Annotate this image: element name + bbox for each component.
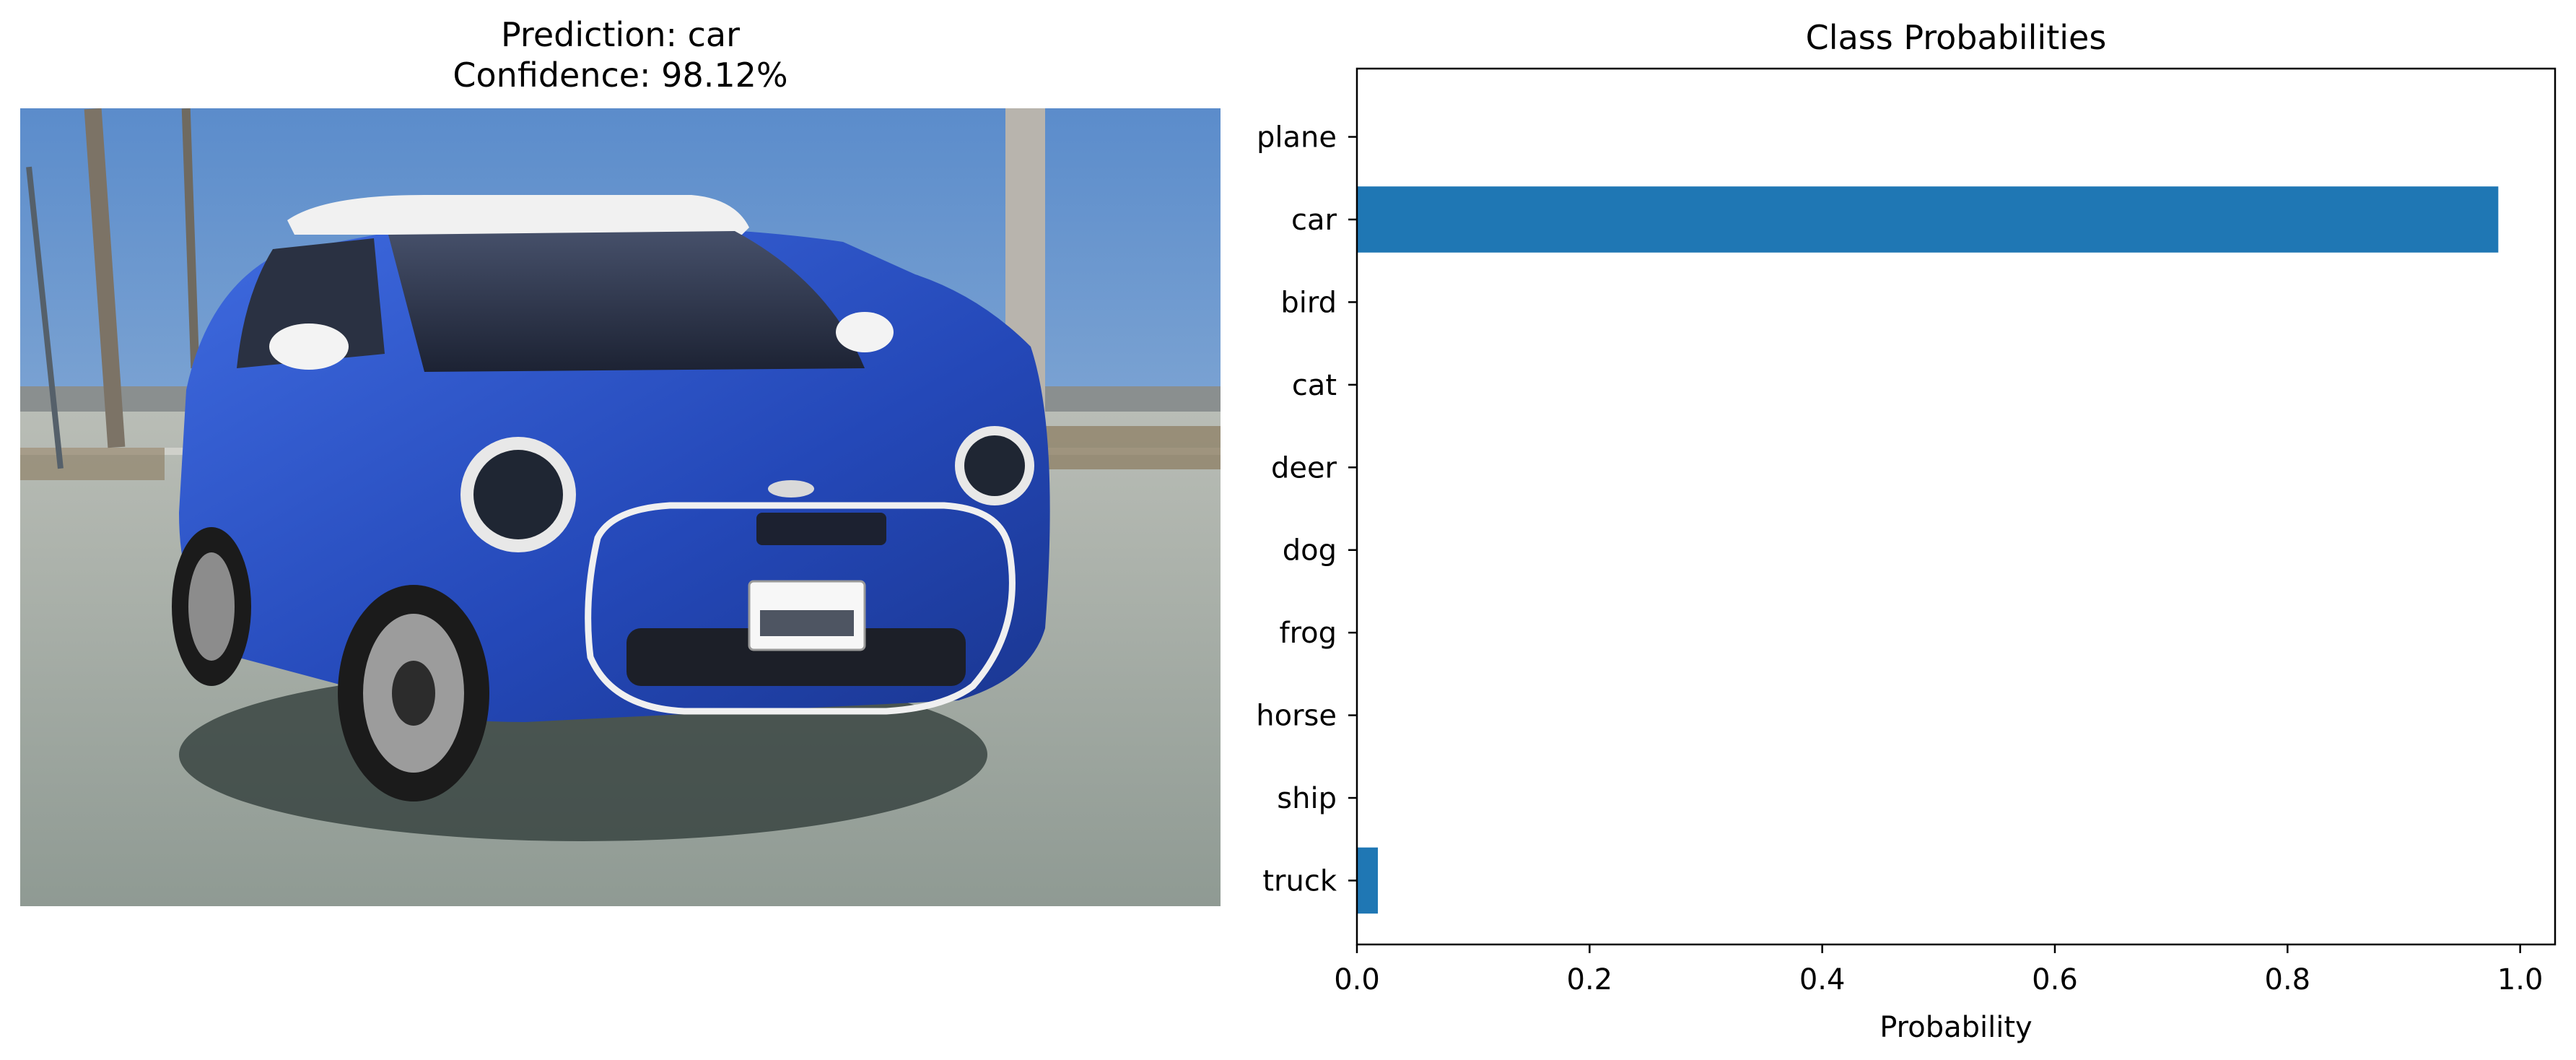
mirror-left: [269, 323, 349, 370]
y-tick-label: deer: [1271, 451, 1337, 485]
car-photo-illustration: [20, 108, 1221, 906]
x-tick-label: 0.6: [2032, 963, 2078, 996]
grille-outline: [585, 502, 1016, 715]
x-tick-label: 0.4: [1799, 963, 1846, 996]
confidence-label: Confidence: 98.12%: [453, 56, 788, 95]
y-tick-label: dog: [1283, 534, 1337, 568]
windshield: [388, 231, 865, 372]
y-tick-label: bird: [1280, 286, 1337, 319]
y-tick-label: horse: [1256, 700, 1337, 733]
prediction-label: Prediction: car: [500, 15, 741, 54]
bar-car: [1357, 186, 2499, 253]
chart-title: Class Probabilities: [1805, 18, 2107, 57]
x-tick-label: 0.0: [1334, 963, 1380, 996]
y-tick-label: frog: [1279, 617, 1337, 650]
mirror-right: [836, 312, 894, 352]
car-roof: [287, 195, 749, 235]
x-axis-label: Probability: [1879, 1011, 2032, 1044]
tree-trunk: [84, 108, 126, 448]
x-tick-label: 0.8: [2265, 963, 2311, 996]
y-tick-label: car: [1291, 204, 1337, 237]
x-tick-label: 0.2: [1567, 963, 1613, 996]
photo-title: Prediction: car Confidence: 98.12%: [20, 14, 1221, 95]
lower-grille: [626, 628, 966, 686]
y-tick-label: truck: [1262, 864, 1337, 898]
input-photo: [20, 108, 1221, 906]
y-tick-label: ship: [1277, 782, 1337, 815]
x-tick-label: 1.0: [2497, 963, 2544, 996]
y-tick-label: plane: [1257, 121, 1337, 155]
y-tick-label: cat: [1292, 369, 1337, 402]
bar-truck: [1357, 847, 1379, 914]
plot-frame: [1355, 67, 2557, 946]
